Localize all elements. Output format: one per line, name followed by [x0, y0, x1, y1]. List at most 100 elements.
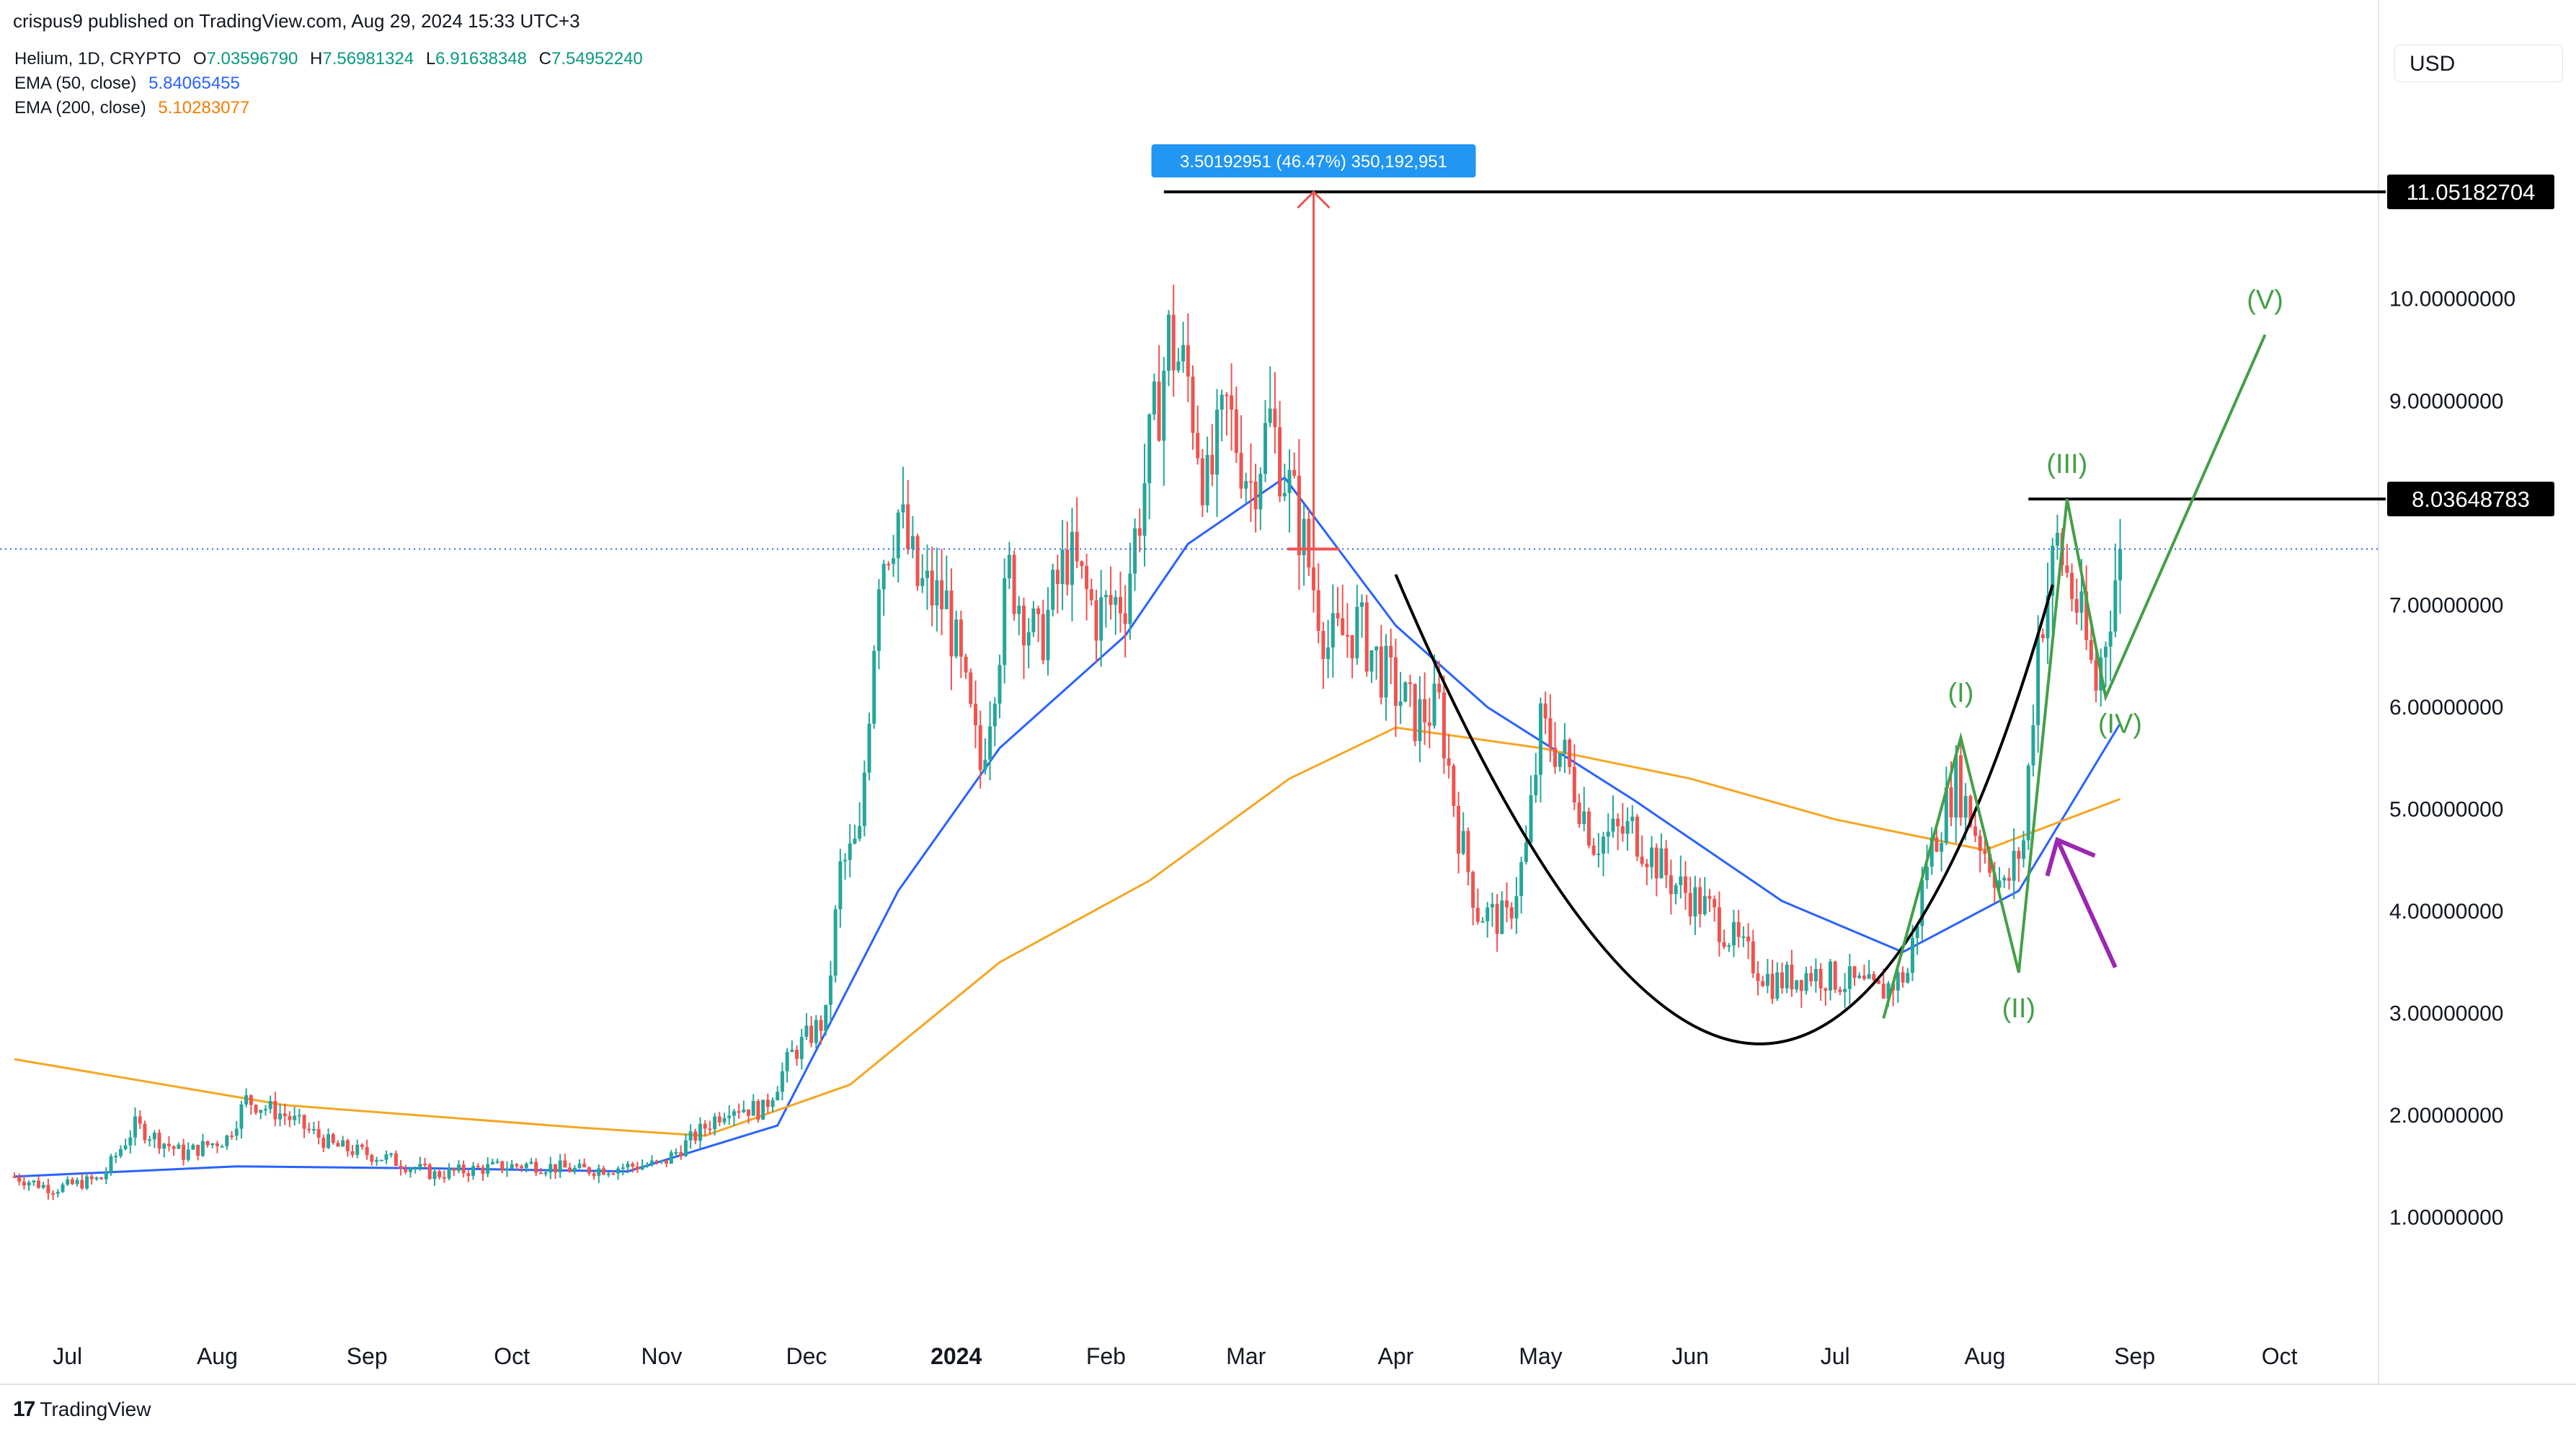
- candle-body: [297, 1115, 301, 1117]
- candle-body: [2113, 580, 2118, 632]
- candle-body: [1906, 973, 1910, 983]
- candle-body: [1480, 921, 1485, 923]
- candle-body: [1485, 907, 1490, 921]
- candle-body: [1790, 965, 1794, 990]
- elliott-wave-label: (II): [2002, 994, 2035, 1024]
- ema50-legend: EMA (50, close) 5.84065455: [14, 74, 247, 94]
- y-tick-label: 3.00000000: [2389, 1001, 2504, 1025]
- ema50-line: [14, 476, 2121, 1178]
- candle-body: [254, 1105, 258, 1113]
- candle-body: [288, 1116, 292, 1120]
- elliott-wave-label: (V): [2247, 285, 2283, 315]
- candle-body: [1741, 936, 1746, 938]
- candle-body: [631, 1164, 635, 1167]
- candle-body: [1408, 682, 1413, 684]
- candle-body: [703, 1123, 707, 1129]
- candle-body: [1949, 787, 1953, 818]
- candle-body: [1751, 941, 1755, 974]
- candle-body: [930, 570, 934, 606]
- candle-body: [756, 1101, 760, 1120]
- candle-body: [1862, 975, 1866, 979]
- candle-body: [1534, 774, 1538, 796]
- candle-body: [1471, 872, 1475, 908]
- tradingview-logo-icon: 17: [13, 1397, 35, 1421]
- candle-body: [1196, 433, 1200, 459]
- candle-body: [1036, 608, 1041, 614]
- purple-arrow-head: [2045, 836, 2096, 877]
- candle-body: [645, 1165, 649, 1167]
- candle-body: [355, 1144, 360, 1155]
- candle-body: [379, 1159, 383, 1162]
- candle-body: [1529, 795, 1533, 843]
- candle-body: [1877, 980, 1881, 984]
- candle-body: [1563, 740, 1567, 753]
- candle-body: [191, 1144, 195, 1150]
- candle-body: [94, 1177, 99, 1180]
- candle-body: [799, 1037, 804, 1059]
- candle-body: [249, 1095, 253, 1105]
- candle-body: [1717, 907, 1721, 942]
- candle-body: [80, 1180, 84, 1189]
- candle-body: [148, 1139, 152, 1141]
- candle-body: [727, 1115, 732, 1118]
- candle-body: [215, 1143, 219, 1146]
- candle-body: [2084, 591, 2089, 640]
- candle-body: [486, 1164, 490, 1174]
- candle-body: [548, 1164, 553, 1173]
- elliott-wave-line: [1882, 334, 2267, 1019]
- x-tick-label: Feb: [1086, 1343, 1126, 1369]
- candle-body: [1761, 981, 1765, 986]
- candle-body: [848, 843, 852, 860]
- candle-body: [2036, 634, 2040, 725]
- candle-body: [1220, 394, 1224, 410]
- candle-body: [1026, 632, 1031, 646]
- candle-body: [1582, 811, 1586, 824]
- candle-body: [1645, 864, 1649, 867]
- candle-body: [1538, 703, 1542, 775]
- candle-body: [780, 1071, 784, 1092]
- candle-body: [447, 1168, 451, 1179]
- candle-body: [1413, 683, 1417, 742]
- candle-body: [399, 1165, 403, 1169]
- candle-body: [1447, 758, 1451, 766]
- candle-body: [732, 1111, 736, 1116]
- candle-body: [1785, 965, 1789, 988]
- candle-body: [1128, 573, 1132, 624]
- candle-body: [1253, 481, 1258, 510]
- candle-body: [1457, 806, 1461, 854]
- candle-body: [626, 1164, 630, 1168]
- candle-body: [230, 1135, 234, 1137]
- candle-body: [538, 1172, 543, 1174]
- candle-body: [2007, 877, 2011, 881]
- ohlc-high: H7.56981324: [310, 49, 414, 68]
- candle-body: [1162, 371, 1166, 441]
- candle-body: [770, 1100, 775, 1107]
- candle-body: [1591, 845, 1596, 855]
- candle-body: [384, 1154, 388, 1160]
- candle-body: [500, 1161, 505, 1171]
- candle-body: [824, 1004, 828, 1031]
- candle-body: [456, 1164, 461, 1171]
- candle-body: [1736, 921, 1741, 937]
- x-tick-label: Aug: [1964, 1343, 2005, 1369]
- candle-body: [1650, 847, 1654, 867]
- currency-selector[interactable]: USD: [2394, 45, 2563, 82]
- candle-body: [708, 1128, 712, 1131]
- y-tick-label: 1.00000000: [2389, 1205, 2504, 1229]
- candle-body: [862, 772, 866, 826]
- candle-body: [896, 512, 900, 559]
- candle-body: [1886, 983, 1891, 999]
- candle-body: [389, 1153, 394, 1155]
- candle-body: [118, 1149, 123, 1156]
- candle-body: [1263, 422, 1268, 474]
- candle-body: [1312, 567, 1316, 590]
- candle-body: [490, 1162, 494, 1164]
- candle-body: [1355, 606, 1359, 659]
- level-label-box: [2387, 174, 2554, 210]
- candle-body: [1929, 837, 1934, 867]
- candle-body: [1012, 554, 1016, 614]
- candle-body: [1166, 314, 1171, 371]
- candle-body: [1852, 966, 1857, 978]
- candle-body: [1080, 561, 1084, 567]
